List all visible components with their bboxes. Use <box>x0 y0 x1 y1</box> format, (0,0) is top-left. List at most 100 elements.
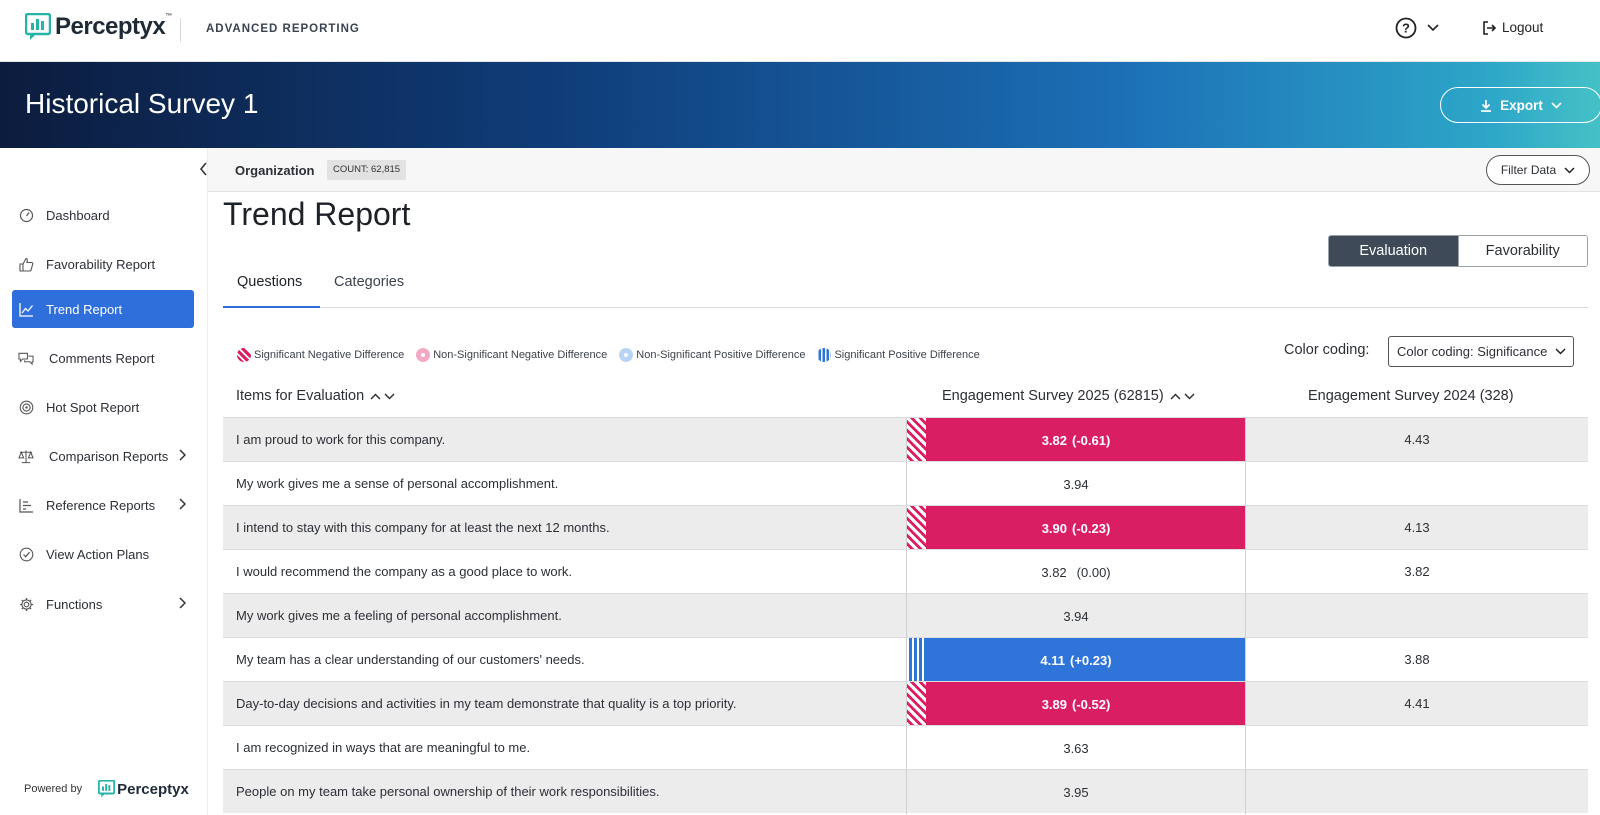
logout-button[interactable]: Logout <box>1482 20 1543 35</box>
significant-positive-pattern <box>907 638 926 682</box>
sidebar-item-trend-report[interactable]: Trend Report <box>12 290 194 328</box>
collapse-sidebar-button[interactable] <box>199 162 208 181</box>
sort-controls[interactable] <box>370 392 395 400</box>
current-score-cell: 3.94 <box>906 462 1246 506</box>
sidebar-item-dashboard[interactable]: Dashboard <box>12 196 194 234</box>
tab-categories[interactable]: Categories <box>334 274 405 290</box>
chevron-left-icon <box>199 162 207 176</box>
current-score-cell: 3.95 <box>906 770 1246 814</box>
chevron-down-icon <box>1551 101 1562 109</box>
previous-score-cell: 3.88 <box>1404 652 1430 667</box>
column-header-current-survey: Engagement Survey 2025 (62815) <box>942 388 1195 404</box>
significant-negative-pattern <box>907 418 926 462</box>
logout-icon <box>1483 20 1496 35</box>
view-mode-toggle: Evaluation Favorability <box>1328 235 1588 267</box>
evaluation-toggle-button[interactable]: Evaluation <box>1329 236 1458 266</box>
color-coding-select[interactable]: Color coding: Significance <box>1388 336 1574 367</box>
sidebar-item-comparison-reports[interactable]: Comparison Reports <box>12 437 194 475</box>
previous-score-cell: 4.43 <box>1404 432 1430 447</box>
previous-score-cell <box>1246 594 1588 638</box>
chevron-down-icon <box>1555 348 1566 355</box>
current-score-cell: 3.90 (-0.23) <box>906 506 1246 550</box>
previous-score-cell: 3.82 <box>1404 564 1430 579</box>
brand-name: Perceptyx™ <box>55 13 172 40</box>
current-score-cell: 3.63 <box>906 726 1246 770</box>
count-badge: COUNT: 62,815 <box>327 160 407 180</box>
sidebar-item-label: Dashboard <box>46 207 110 223</box>
question-text: My team has a clear understanding of our… <box>236 652 585 667</box>
trend-table: I am proud to work for this company. 3.8… <box>223 417 1588 814</box>
current-score-cell: 3.89 (-0.52) <box>906 682 1246 726</box>
sidebar-item-hot-spot-report[interactable]: Hot Spot Report <box>12 388 194 426</box>
sort-controls[interactable] <box>1170 392 1195 400</box>
table-row: I am recognized in ways that are meaning… <box>223 725 1588 770</box>
comments-icon <box>18 350 34 366</box>
filter-data-label: Filter Data <box>1500 163 1557 177</box>
tab-questions[interactable]: Questions <box>223 274 320 308</box>
table-header: Items for Evaluation Engagement Survey 2… <box>223 380 1588 417</box>
line-chart-icon <box>18 301 34 317</box>
table-row: I would recommend the company as a good … <box>223 549 1588 594</box>
svg-text:?: ? <box>1402 21 1410 36</box>
report-tabs: Questions Categories <box>223 268 1588 308</box>
export-button[interactable]: Export <box>1440 87 1600 123</box>
powered-by: Powered by Perceptyx <box>24 780 189 798</box>
target-icon <box>18 399 34 415</box>
check-circle-icon <box>18 546 34 562</box>
help-menu[interactable]: ? <box>1395 17 1439 39</box>
table-row: My work gives me a feeling of personal a… <box>223 593 1588 638</box>
question-text: I am recognized in ways that are meaning… <box>236 740 531 755</box>
favorability-toggle-button[interactable]: Favorability <box>1457 236 1587 266</box>
sidebar: Dashboard Favorability Report Trend Repo… <box>0 148 208 815</box>
powered-by-label: Powered by <box>24 783 83 795</box>
sidebar-item-label: Reference Reports <box>46 497 156 513</box>
top-bar: Perceptyx™ ADVANCED REPORTING ? Logout <box>0 0 1600 62</box>
sidebar-item-label: View Action Plans <box>46 546 150 562</box>
sidebar-item-functions[interactable]: Functions <box>12 585 194 623</box>
table-row: My team has a clear understanding of our… <box>223 637 1588 682</box>
question-text: People on my team take personal ownershi… <box>236 784 660 799</box>
significant-negative-pattern <box>907 682 926 726</box>
filter-data-button[interactable]: Filter Data <box>1486 155 1590 185</box>
column-header-previous-survey: Engagement Survey 2024 (328) <box>1308 388 1514 404</box>
color-coding-value: Color coding: Significance <box>1397 344 1548 359</box>
sidebar-item-view-action-plans[interactable]: View Action Plans <box>12 535 194 573</box>
sidebar-item-label: Favorability Report <box>46 256 156 272</box>
chevron-up-icon[interactable] <box>1170 392 1181 400</box>
previous-score-cell <box>1246 770 1588 814</box>
chevron-up-icon[interactable] <box>370 392 381 400</box>
color-coding-label: Color coding: <box>1284 342 1370 358</box>
topbar-divider <box>180 18 181 42</box>
legend-item-significant-negative: Significant Negative Difference <box>237 348 404 362</box>
sidebar-item-favorability-report[interactable]: Favorability Report <box>12 245 194 283</box>
previous-score-cell: 4.13 <box>1404 520 1430 535</box>
previous-score-cell <box>1246 726 1588 770</box>
download-icon <box>1481 99 1492 112</box>
question-text: I am proud to work for this company. <box>236 432 446 447</box>
table-row: I intend to stay with this company for a… <box>223 505 1588 550</box>
organization-label: Organization <box>235 163 315 178</box>
sidebar-item-label: Hot Spot Report <box>46 399 140 415</box>
page-title: Trend Report <box>223 196 411 232</box>
powered-by-logo: Perceptyx <box>98 780 189 798</box>
significant-negative-swatch <box>237 348 251 362</box>
current-score-cell: 4.11 (+0.23) <box>906 638 1246 682</box>
perceptyx-logo-icon <box>25 13 51 40</box>
legend-item-non-significant-positive: Non-Significant Positive Difference <box>619 348 805 362</box>
speedometer-icon <box>18 207 34 223</box>
sidebar-item-reference-reports[interactable]: Reference Reports <box>12 486 194 524</box>
perceptyx-logo[interactable]: Perceptyx™ <box>25 13 172 41</box>
sidebar-item-comments-report[interactable]: Comments Report <box>12 339 194 377</box>
current-score-cell: 3.82 (0.00) <box>906 550 1246 594</box>
survey-banner: Historical Survey 1 Export <box>0 62 1600 148</box>
table-row: I am proud to work for this company. 3.8… <box>223 417 1588 462</box>
non-significant-negative-swatch <box>416 348 431 362</box>
perceptyx-logo-icon <box>98 780 116 798</box>
question-text: My work gives me a feeling of personal a… <box>236 608 562 623</box>
chevron-down-icon[interactable] <box>384 392 395 400</box>
sidebar-item-label: Comparison Reports <box>49 448 169 464</box>
color-legend: Significant Negative Difference Non-Sign… <box>237 348 992 362</box>
export-label: Export <box>1500 97 1543 113</box>
chevron-down-icon[interactable] <box>1184 392 1195 400</box>
current-score-cell: 3.94 <box>906 594 1246 638</box>
